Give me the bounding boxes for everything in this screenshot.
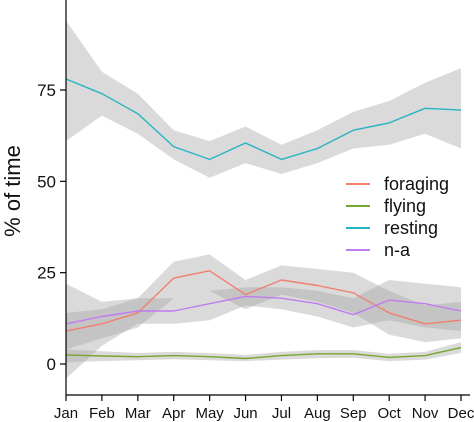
x-ticks: Jan Feb Mar Apr May Jun Jul Aug Sep Oct Nov Dec	[54, 395, 474, 422]
line-foraging	[65, 270, 462, 332]
y-tick-label-50: 50	[37, 172, 56, 191]
legend-label-resting: resting	[384, 218, 438, 238]
x-tick-label-Oct: Oct	[378, 405, 402, 422]
legend-label-n-a: n-a	[384, 240, 411, 260]
line-flying	[65, 346, 462, 360]
x-tick-label-Jul: Jul	[272, 405, 291, 422]
y-axis-label: % of time	[0, 145, 25, 237]
legend-label-flying: flying	[384, 196, 426, 216]
x-tick-label-Dec: Dec	[448, 405, 474, 422]
x-tick-label-May: May	[195, 405, 224, 422]
band-n-a	[66, 280, 461, 379]
x-tick-label-Aug: Aug	[304, 405, 331, 422]
line-resting	[65, 78, 462, 161]
axes	[65, 0, 470, 396]
line-n-a	[65, 295, 462, 325]
x-tick-label-Jun: Jun	[233, 405, 257, 422]
x-tick-label-Nov: Nov	[412, 405, 439, 422]
y-tick-label-0: 0	[47, 355, 56, 374]
y-tick-label-25: 25	[37, 264, 56, 283]
x-tick-label-Mar: Mar	[125, 405, 151, 422]
x-tick-label-Feb: Feb	[89, 405, 115, 422]
y-ticks: 0 25 50 75	[37, 81, 66, 374]
band-resting	[66, 20, 461, 178]
x-tick-label-Apr: Apr	[162, 405, 185, 422]
series-lines	[65, 78, 462, 360]
legend-label-foraging: foraging	[384, 174, 449, 194]
x-tick-label-Sep: Sep	[340, 405, 367, 422]
x-tick-label-Jan: Jan	[54, 405, 78, 422]
band-foraging	[66, 254, 461, 350]
y-tick-label-75: 75	[37, 81, 56, 100]
band-flying	[66, 342, 461, 363]
